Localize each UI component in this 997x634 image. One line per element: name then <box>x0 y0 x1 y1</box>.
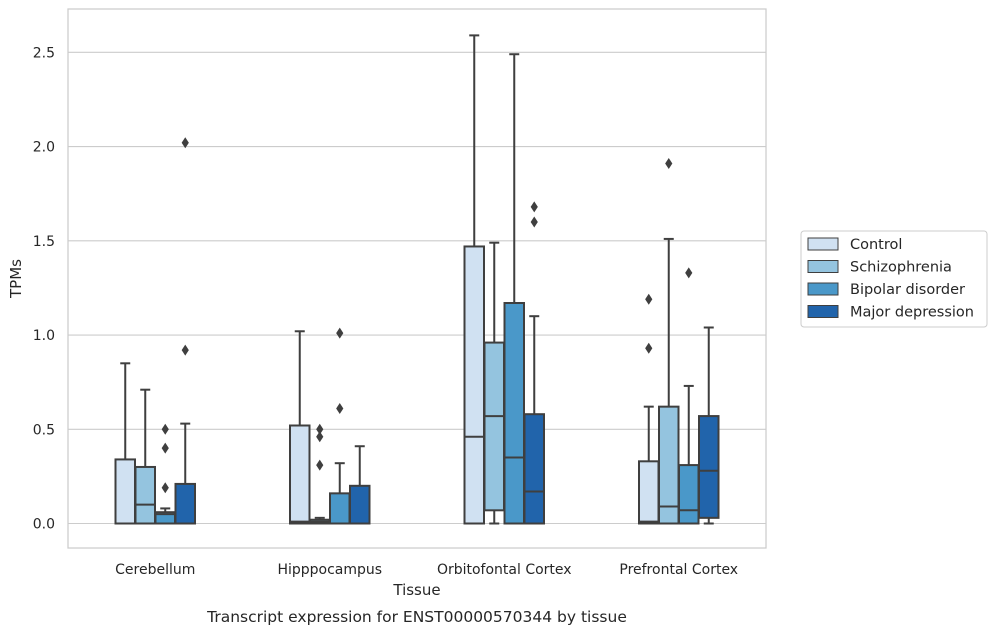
box-iqr <box>503 302 525 525</box>
legend-swatch <box>807 305 839 318</box>
legend-frame <box>800 230 988 328</box>
x-tick-label: Prefrontal Cortex <box>619 562 738 578</box>
box-bipolar-disorder <box>503 53 525 525</box>
outlier-point <box>530 201 538 213</box>
legend-swatch <box>807 260 839 273</box>
box-iqr <box>638 460 660 525</box>
y-tick-label: 1.0 <box>33 328 55 344</box>
box-schizophrenia <box>658 158 680 525</box>
outlier-point <box>530 216 538 228</box>
figure-caption: Transcript expression for ENST0000057034… <box>206 608 627 626</box>
box-schizophrenia <box>309 423 331 525</box>
x-tick-label: Cerebellum <box>115 562 195 578</box>
box-major-depression <box>349 445 371 525</box>
box-control <box>638 293 660 525</box>
box-iqr <box>698 415 720 519</box>
outlier-point <box>316 431 324 443</box>
y-tick-label: 2.5 <box>33 45 55 61</box>
box-control <box>289 330 311 525</box>
box-control <box>114 362 136 525</box>
box-major-depression <box>698 326 720 525</box>
outlier-point <box>645 293 653 305</box>
outlier-point <box>645 342 653 354</box>
legend-entry: Schizophrenia <box>850 260 952 276</box>
box-control <box>463 34 485 525</box>
box-iqr <box>114 458 136 525</box>
outlier-point <box>665 158 673 170</box>
box-iqr <box>483 341 505 512</box>
box-bipolar-disorder <box>329 327 351 525</box>
outlier-point <box>336 403 344 415</box>
box-iqr <box>134 465 156 525</box>
outlier-point <box>316 459 324 471</box>
box-iqr <box>349 484 371 525</box>
x-tick-labels: Cerebellum Hipppocampus Orbitofontal Corte… <box>115 562 738 578</box>
box-major-depression <box>174 137 196 525</box>
box-bipolar-disorder <box>154 423 176 525</box>
legend-entry: Control <box>850 237 902 253</box>
box-iqr <box>523 413 545 525</box>
box-iqr <box>289 424 311 525</box>
box-iqr <box>678 464 700 525</box>
x-tick-label: Orbitofontal Cortex <box>437 562 572 578</box>
outlier-point <box>181 137 189 149</box>
boxes <box>114 34 720 525</box>
y-axis-label: TPMs <box>7 259 25 299</box>
outlier-point <box>161 442 169 454</box>
outlier-point <box>161 482 169 494</box>
y-tick-labels: 0.0 0.5 1.0 1.5 2.0 2.5 <box>33 45 55 532</box>
box-bipolar-disorder <box>678 267 700 525</box>
y-tick-label: 1.5 <box>33 234 55 250</box>
plot-frame <box>67 8 767 549</box>
outlier-point <box>336 327 344 339</box>
box-schizophrenia <box>483 241 505 525</box>
outlier-point <box>316 423 324 435</box>
box-schizophrenia <box>134 388 156 525</box>
y-tick-label: 0.0 <box>33 517 55 533</box>
outlier-point <box>181 344 189 356</box>
legend: Control Schizophrenia Bipolar disorder Majo… <box>800 230 988 328</box>
x-axis-label: Tissue <box>392 581 440 599</box>
y-tick-label: 2.0 <box>33 140 55 156</box>
box-major-depression <box>523 201 545 525</box>
legend-entry: Major depression <box>850 305 974 321</box>
x-tick-label: Hipppocampus <box>277 562 382 578</box>
box-iqr <box>329 492 351 525</box>
legend-swatch <box>807 237 839 251</box>
y-tick-label: 0.5 <box>33 422 55 438</box>
legend-swatch <box>807 282 839 296</box>
outlier-point <box>161 423 169 435</box>
box-iqr <box>463 245 485 525</box>
outlier-point <box>685 267 693 279</box>
box-iqr <box>174 482 196 525</box>
legend-entry: Bipolar disorder <box>850 282 965 298</box>
